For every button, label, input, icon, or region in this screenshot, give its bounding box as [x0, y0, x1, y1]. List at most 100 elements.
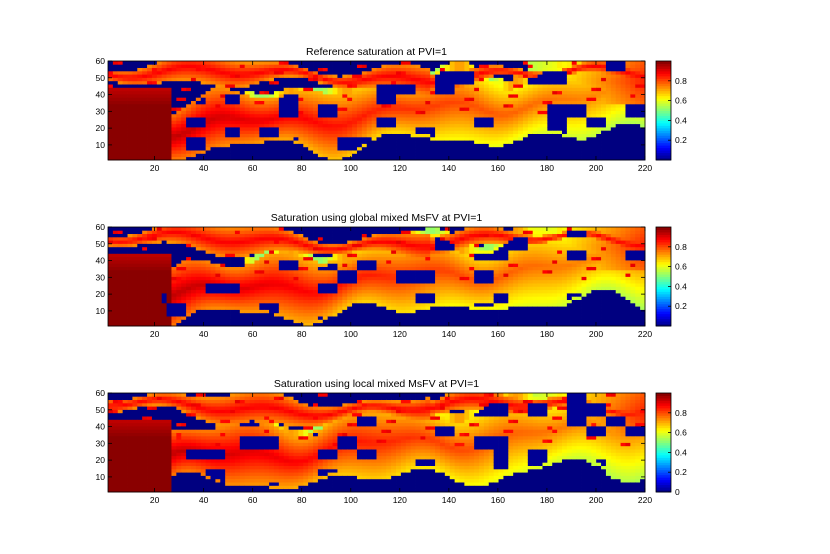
heatmap-cell	[630, 67, 636, 72]
heatmap-cell	[264, 233, 270, 238]
heatmap-cell	[371, 143, 377, 148]
heatmap-cell	[195, 236, 202, 241]
heatmap-cell	[576, 70, 582, 75]
heatmap-cell	[605, 61, 612, 65]
heatmap-cell	[352, 233, 358, 238]
heatmap-cell	[518, 140, 524, 144]
heatmap-cell	[220, 127, 226, 131]
heatmap-cell	[249, 243, 255, 248]
heatmap-cell	[249, 113, 255, 118]
heatmap-cell	[386, 90, 392, 95]
heatmap-cell	[391, 64, 397, 68]
heatmap-cell	[381, 127, 387, 131]
heatmap-cell	[342, 87, 348, 92]
heatmap-cell	[308, 84, 314, 88]
heatmap-cell	[293, 286, 299, 291]
heatmap-cell	[278, 123, 285, 128]
heatmap-cell	[420, 70, 426, 75]
heatmap-cell	[156, 299, 163, 304]
heatmap-cell	[156, 87, 163, 92]
heatmap-cell	[332, 94, 338, 98]
heatmap-cell	[352, 260, 358, 264]
heatmap-cell	[405, 146, 412, 151]
heatmap-cell	[239, 322, 246, 327]
heatmap-cell	[454, 156, 460, 161]
heatmap-cell	[195, 306, 202, 310]
heatmap-cell	[215, 283, 221, 287]
heatmap-cell	[254, 266, 260, 271]
heatmap-cell	[356, 263, 363, 267]
heatmap-cell	[200, 273, 207, 277]
heatmap-cell	[322, 140, 329, 144]
heatmap-cell	[518, 120, 524, 125]
heatmap-cell	[327, 90, 333, 95]
heatmap-cell	[337, 279, 343, 284]
heatmap-cell	[259, 266, 265, 271]
heatmap-cell	[425, 133, 431, 138]
heatmap-cell	[171, 67, 177, 72]
heatmap-cell	[557, 100, 563, 105]
heatmap-cell	[557, 123, 563, 128]
heatmap-cell	[391, 156, 397, 161]
heatmap-cell	[142, 117, 148, 121]
heatmap-cell	[361, 156, 368, 161]
heatmap-cell	[293, 74, 299, 78]
heatmap-cell	[352, 319, 358, 324]
heatmap-cell	[205, 309, 211, 314]
heatmap-cell	[288, 279, 294, 284]
heatmap-cell	[591, 90, 597, 95]
heatmap-cell	[356, 94, 363, 98]
heatmap-cell	[610, 130, 617, 134]
heatmap-cell	[161, 120, 167, 125]
heatmap-cell	[337, 143, 343, 148]
heatmap-cell	[435, 80, 441, 85]
heatmap-cell	[278, 156, 285, 161]
heatmap-cell	[293, 97, 299, 101]
heatmap-cell	[181, 306, 187, 310]
heatmap-cell	[195, 309, 202, 314]
heatmap-cell	[601, 97, 607, 101]
heatmap-cell	[181, 276, 187, 281]
heatmap-cell	[122, 77, 128, 82]
heatmap-cell	[542, 64, 548, 68]
heatmap-cell	[615, 133, 621, 138]
heatmap-cell	[112, 156, 119, 161]
heatmap-cell	[244, 243, 250, 248]
heatmap-cell	[347, 316, 353, 320]
heatmap-cell	[557, 94, 563, 98]
heatmap-cell	[576, 120, 582, 125]
heatmap-cell	[635, 113, 641, 118]
heatmap-cell	[459, 80, 465, 85]
heatmap-cell	[356, 230, 363, 234]
heatmap-cell	[171, 61, 177, 65]
heatmap-cell	[313, 260, 319, 264]
heatmap-cell	[303, 293, 309, 297]
heatmap-cell	[117, 250, 124, 254]
heatmap-cell	[288, 61, 294, 65]
heatmap-cell	[317, 289, 324, 294]
heatmap-cell	[313, 120, 319, 125]
heatmap-cell	[444, 156, 451, 161]
x-tick-label: 160	[491, 163, 505, 173]
heatmap-cell	[230, 312, 236, 317]
heatmap-cell	[327, 123, 333, 128]
heatmap-cell	[317, 233, 324, 238]
heatmap-cell	[596, 117, 602, 121]
heatmap-cell	[161, 77, 167, 82]
heatmap-cell	[327, 127, 333, 131]
heatmap-cell	[483, 64, 490, 68]
heatmap-cell	[581, 103, 587, 108]
heatmap-cell	[361, 296, 368, 300]
heatmap-cell	[439, 120, 446, 125]
heatmap-cell	[518, 136, 524, 141]
heatmap-cell	[342, 283, 348, 287]
heatmap-cell	[518, 77, 524, 82]
heatmap-cell	[205, 316, 211, 320]
heatmap-cell	[156, 77, 163, 82]
heatmap-cell	[322, 117, 329, 121]
heatmap-cell	[347, 253, 353, 258]
heatmap-cell	[576, 130, 582, 134]
heatmap-cell	[327, 103, 333, 108]
heatmap-cell	[156, 263, 163, 267]
heatmap-cell	[420, 80, 426, 85]
